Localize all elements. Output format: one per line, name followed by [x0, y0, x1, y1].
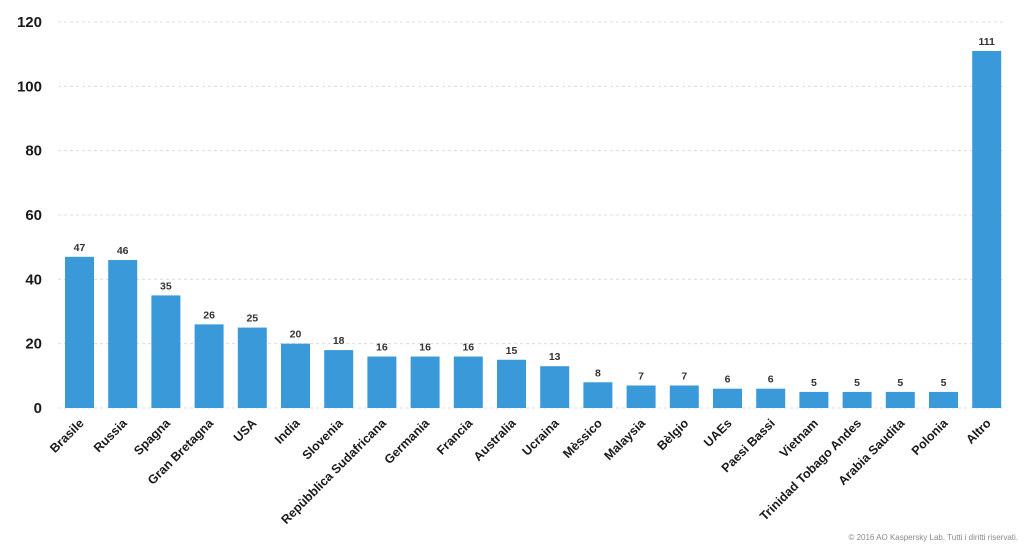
x-tick-label: Australia [471, 415, 519, 463]
bar [410, 356, 440, 408]
x-tick-label: Vietnam [777, 416, 821, 460]
bar [194, 324, 224, 408]
y-axis: 0 20 40 60 80 100 120 [17, 14, 42, 417]
y-tick-label: 40 [25, 271, 42, 288]
y-tick-label: 0 [34, 400, 42, 417]
bar [756, 388, 786, 408]
data-label: 47 [74, 242, 86, 254]
data-label: 111 [979, 36, 996, 48]
data-label: 16 [462, 342, 474, 354]
bar [540, 366, 570, 408]
x-tick-label: Bèlgio [655, 416, 692, 453]
data-label: 13 [549, 351, 561, 363]
data-label: 7 [681, 370, 687, 382]
x-tick-label: Germania [382, 415, 433, 466]
data-label: 20 [290, 329, 302, 341]
data-label: 35 [160, 280, 172, 292]
data-label: 18 [333, 335, 345, 347]
y-tick-label: 80 [25, 143, 42, 160]
bar [713, 388, 742, 408]
data-label: 5 [811, 377, 817, 389]
y-tick-label: 120 [17, 14, 42, 31]
x-tick-label: USA [231, 416, 260, 445]
bar [151, 295, 181, 408]
y-tick-label: 60 [25, 207, 42, 224]
data-label: 26 [203, 309, 215, 321]
y-tick-label: 100 [17, 78, 42, 95]
bar [842, 391, 872, 408]
data-label: 5 [897, 377, 903, 389]
data-label: 46 [117, 245, 129, 257]
bar [65, 256, 94, 408]
bar [237, 327, 267, 408]
copyright-notice: © 2016 AO Kaspersky Lab. Tutti i diritti… [848, 533, 1018, 542]
x-tick-label: Ucraina [519, 415, 562, 458]
data-label: 15 [506, 345, 518, 357]
bar [324, 350, 354, 408]
data-label: 5 [854, 377, 860, 389]
data-label: 5 [941, 377, 947, 389]
bar [885, 391, 915, 408]
bar [626, 385, 656, 408]
x-tick-label: Russia [91, 415, 131, 455]
y-tick-label: 20 [25, 336, 42, 353]
bar [108, 260, 138, 408]
x-tick-label: Altro [963, 416, 994, 447]
data-label: 16 [376, 342, 388, 354]
bar [799, 391, 829, 408]
x-tick-label: Polonia [909, 415, 952, 458]
bar [497, 359, 526, 408]
data-label: 6 [725, 374, 731, 386]
bar [281, 343, 310, 408]
data-labels: 47 46 35 26 25 20 18 16 16 16 15 13 8 7 7 6 6 5 5 5 5 111 [74, 36, 995, 389]
x-tick-label: India [272, 415, 303, 446]
data-label: 7 [638, 370, 644, 382]
x-tick-label: Mèssico [560, 416, 605, 461]
bar [367, 356, 397, 408]
x-tick-label: Spagna [131, 415, 174, 458]
data-label: 6 [768, 374, 774, 386]
x-tick-label: UAEs [701, 416, 735, 450]
bar [453, 356, 483, 408]
bar [972, 50, 1002, 408]
bar [583, 382, 613, 408]
bar [929, 391, 958, 408]
data-label: 8 [595, 367, 601, 379]
data-label: 16 [419, 342, 431, 354]
x-tick-label: Francia [434, 415, 476, 457]
bars [65, 50, 1002, 408]
bar [669, 385, 699, 408]
x-tick-label: Malaysia [601, 415, 648, 462]
x-tick-label: Brasile [47, 416, 86, 455]
data-label: 25 [246, 313, 258, 325]
